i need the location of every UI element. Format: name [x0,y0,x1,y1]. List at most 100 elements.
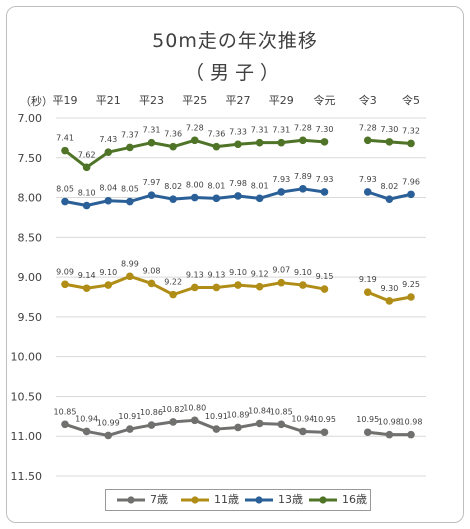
y-tick-label: 11.00 [11,430,43,443]
data-label: 9.15 [316,272,334,281]
y-tick-label: 8.50 [18,231,43,244]
y-tick-label: 10.50 [11,390,43,403]
data-point [147,138,156,147]
data-point [385,297,394,305]
data-label: 7.37 [121,130,139,139]
data-point [169,195,177,203]
data-point [212,142,221,151]
data-label: 10.82 [162,405,185,414]
data-point [190,416,199,425]
data-label: 9.10 [99,268,117,277]
data-point [234,423,242,432]
y-tick-label: 7.50 [18,152,43,165]
x-tick-label: 平25 [182,94,207,107]
x-tick-label: 令元 [314,93,336,107]
data-label: 8.10 [78,189,96,198]
data-point [212,425,221,433]
data-label: 9.30 [380,284,398,293]
data-point [126,425,134,433]
data-point [61,280,69,289]
y-tick-label: 7.00 [18,112,43,125]
x-tick-label: 平19 [53,94,78,107]
data-point [407,190,415,199]
data-label: 7.97 [143,178,161,187]
data-label: 8.01 [251,181,269,190]
data-label: 8.02 [380,182,398,191]
legend-swatch [245,496,273,504]
data-label: 9.09 [56,267,74,276]
data-label: 7.28 [359,123,377,132]
data-point [363,428,372,437]
data-label: 10.86 [140,408,163,417]
data-label: 10.95 [313,415,336,424]
data-point [82,427,91,436]
data-point [320,285,329,293]
data-label: 8.04 [99,184,117,193]
data-label: 10.85 [54,407,77,416]
y-tick-label: 11.50 [11,470,43,483]
data-label: 10.80 [183,403,206,412]
x-tick-label: 令5 [402,93,420,107]
data-label: 9.10 [294,268,312,277]
data-point [407,139,415,148]
data-label: 8.99 [121,259,139,268]
chart-title: 50m走の年次推移 [152,30,318,52]
data-label: 7.93 [316,175,334,184]
data-point [277,278,286,287]
data-point [147,421,156,429]
data-point [169,418,177,426]
data-point [190,193,199,202]
data-label: 10.98 [378,418,401,427]
data-point [190,136,199,145]
data-point [385,430,394,439]
data-point [234,140,242,149]
data-point [104,281,113,289]
data-point [61,420,69,429]
data-label: 7.28 [186,123,204,132]
data-label: 10.85 [270,407,293,416]
data-label: 7.32 [402,126,420,135]
data-label: 8.05 [56,185,74,194]
data-point [385,138,394,146]
data-label: 7.36 [207,130,225,139]
data-point [212,194,221,203]
data-point [363,188,372,196]
legend-swatch [117,496,145,504]
data-point [61,197,69,206]
data-label: 10.89 [227,410,250,419]
data-label: 7.43 [99,135,117,144]
legend-label: 13歳 [278,493,303,506]
data-point [385,195,394,203]
data-point [299,185,307,193]
data-point [255,138,264,147]
data-label: 7.36 [164,130,182,139]
data-label: 8.05 [121,185,139,194]
data-label: 7.93 [359,175,377,184]
data-label: 9.13 [207,270,225,279]
data-point [126,272,134,281]
data-label: 7.89 [294,172,312,181]
y-tick-label: 8.00 [18,192,43,205]
data-point [407,293,415,301]
data-point [104,148,113,157]
data-label: 9.25 [402,280,420,289]
data-label: 10.99 [97,418,120,427]
data-point [299,136,307,145]
data-label: 7.30 [380,125,398,134]
x-tick-label: 平27 [226,94,251,107]
data-label: 7.33 [229,127,247,136]
data-label: 7.93 [272,175,290,184]
data-label: 8.02 [164,182,182,191]
data-label: 7.28 [294,123,312,132]
legend-label: 11歳 [214,493,239,506]
y-tick-label: 9.50 [18,311,43,324]
data-point [277,188,286,196]
data-label: 10.94 [291,414,314,423]
x-tick-label: 令3 [359,93,377,107]
data-label: 7.30 [316,125,334,134]
chart-subtitle: （男子） [184,62,285,84]
data-point [320,188,329,196]
legend-swatch [309,496,337,504]
y-tick-label: 10.00 [11,351,43,364]
